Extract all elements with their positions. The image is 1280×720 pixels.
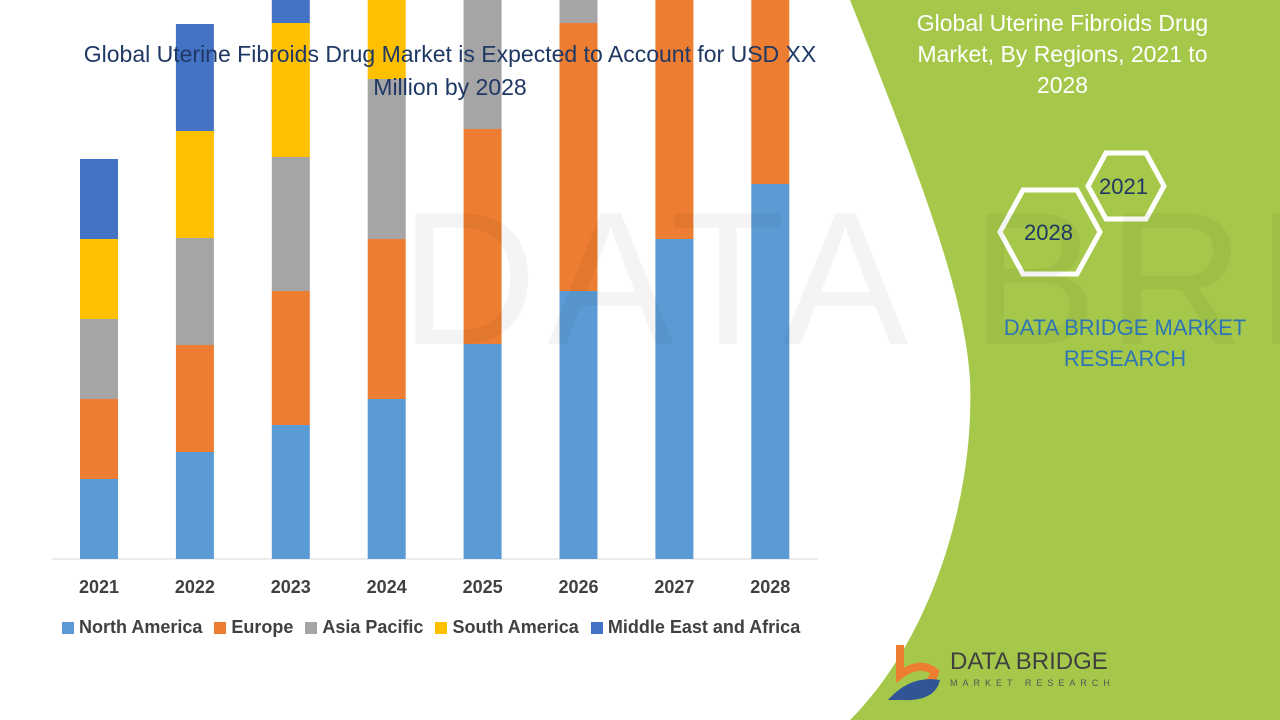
x-tick-label: 2027: [654, 577, 694, 597]
x-tick-label: 2026: [558, 577, 598, 597]
legend-label: Europe: [231, 617, 294, 637]
logo: DATA BRIDGE MARKET RESEARCH: [950, 648, 1115, 688]
legend-item: Middle East and Africa: [590, 617, 801, 638]
bar-segment: [463, 0, 502, 129]
bar-segment: [80, 399, 118, 479]
legend-swatch: [62, 622, 74, 634]
legend-item: South America: [435, 617, 579, 638]
bar-segment: [175, 238, 214, 345]
legend-swatch: [590, 622, 603, 634]
x-tick-label: 2028: [750, 577, 790, 597]
bar-segment: [367, 399, 406, 559]
bar-segment: [751, 0, 790, 184]
legend-item: Asia Pacific: [305, 617, 423, 638]
bar-segment: [559, 0, 598, 23]
x-tick-label: 2025: [463, 577, 503, 597]
hex-label-2028: 2028: [1024, 220, 1073, 245]
legend-swatch: [214, 622, 227, 634]
legend-label: South America: [452, 617, 579, 637]
hexagon-2021: [1085, 150, 1167, 222]
logo-mark: [888, 645, 940, 701]
bar-segment: [80, 479, 118, 559]
legend-swatch: [305, 622, 318, 634]
brand-text: DATA BRIDGE MARKET RESEARCH: [1003, 315, 1247, 371]
bar-segment: [367, 0, 406, 79]
bar-segment: [271, 291, 310, 425]
legend-item: Europe: [214, 617, 293, 638]
bar-segment: [559, 23, 598, 291]
panel-title: Global Uterine Fibroids Drug Market, By …: [916, 10, 1209, 98]
bar-segment: [271, 425, 310, 559]
logo-name: DATA BRIDGE: [950, 648, 1108, 675]
bar-segment: [559, 291, 598, 559]
green-panel: [850, 0, 1280, 720]
legend-label: Middle East and Africa: [607, 617, 801, 637]
legend-item: North America: [62, 617, 202, 638]
bar-segment: [175, 345, 214, 452]
bar-segment: [271, 0, 310, 23]
bar-segment: [367, 79, 406, 239]
x-tick-label: 2023: [271, 577, 311, 597]
legend-label: North America: [79, 617, 203, 637]
hexagon-2028: [997, 187, 1103, 277]
bar-segment: [655, 0, 694, 239]
bar-segment: [80, 239, 118, 319]
chart-title: Global Uterine Fibroids Drug Market is E…: [83, 41, 817, 100]
x-tick-label: 2021: [79, 577, 119, 597]
x-tick-label: 2024: [367, 577, 407, 597]
legend: North America Europe Asia Pacific South …: [62, 617, 800, 638]
hex-label-2021: 2021: [1099, 174, 1148, 199]
bar-segment: [80, 319, 118, 399]
watermark: DATA BRIDGE: [400, 170, 1280, 388]
bar-segment: [367, 239, 406, 399]
logo-sub: MARKET RESEARCH: [950, 678, 1115, 688]
bar-segment: [271, 23, 310, 157]
bar-segment: [655, 239, 694, 559]
legend-label: Asia Pacific: [322, 617, 424, 637]
legend-swatch: [435, 622, 448, 634]
bar-segment: [463, 129, 502, 344]
bar-segment: [463, 344, 502, 559]
bar-segment: [751, 184, 790, 559]
bar-segment: [80, 159, 118, 239]
bar-segment: [175, 452, 214, 559]
x-tick-label: 2022: [175, 577, 215, 597]
bar-segment: [175, 131, 214, 238]
bar-segment: [271, 157, 310, 291]
bar-segment: [175, 24, 214, 131]
